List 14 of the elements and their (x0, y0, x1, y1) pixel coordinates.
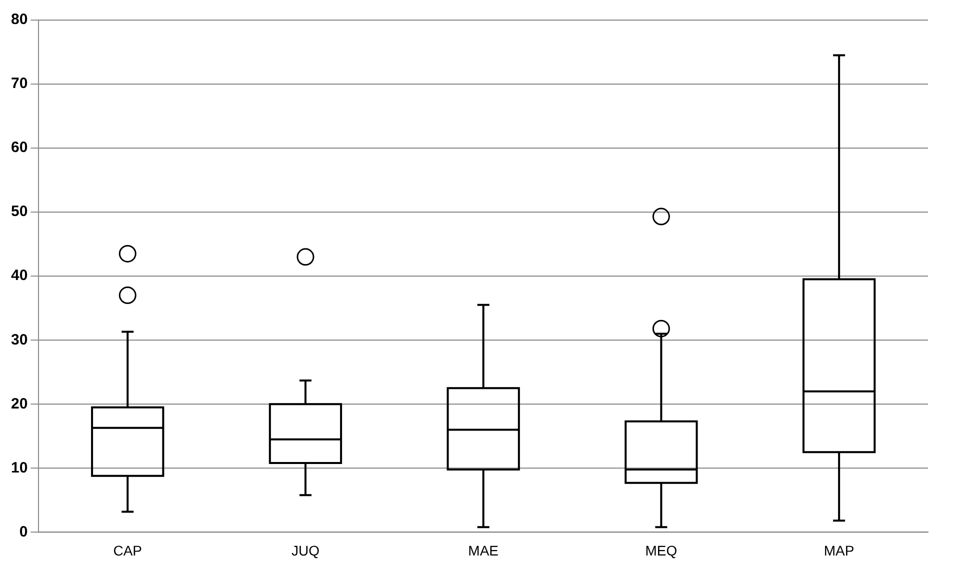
y-tick-label: 50 (10, 203, 28, 220)
y-tick-label: 0 (19, 523, 28, 540)
x-tick-label: MEQ (645, 542, 678, 558)
y-tick-label: 30 (10, 331, 28, 348)
x-tick-label: JUQ (291, 542, 320, 558)
y-tick-label: 70 (10, 75, 28, 92)
x-tick-label: CAP (113, 542, 142, 558)
y-tick-label: 20 (10, 395, 28, 412)
x-tick-label: MAP (824, 542, 854, 558)
x-tick-label: MAE (468, 542, 499, 558)
y-tick-label: 80 (10, 11, 28, 28)
y-tick-label: 60 (10, 139, 28, 156)
y-tick-label: 10 (10, 459, 28, 476)
y-tick-label: 40 (10, 267, 28, 284)
